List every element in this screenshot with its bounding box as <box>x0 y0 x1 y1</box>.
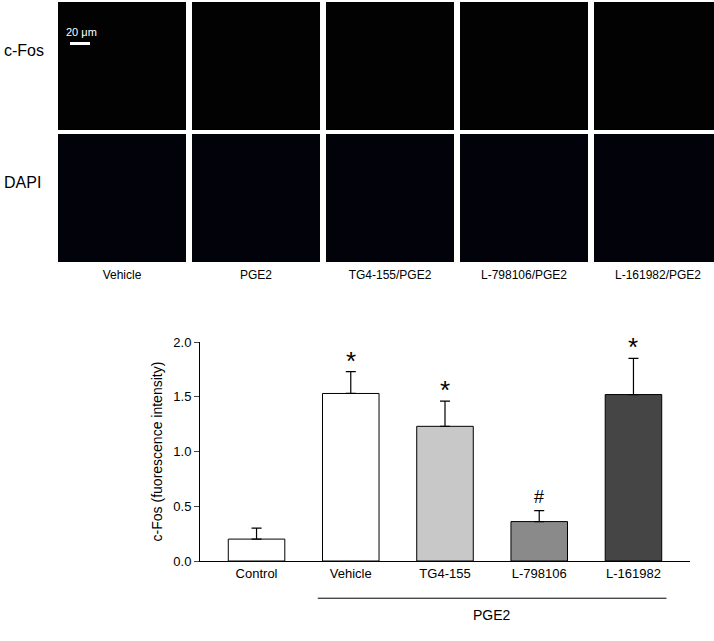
html-text:Vehicle: Vehicle <box>102 268 142 282</box>
svg-text:#: # <box>534 487 544 507</box>
svg-text:*: * <box>440 375 450 405</box>
html-text:TG4-155/PGE2: TG4-155/PGE2 <box>348 268 432 282</box>
svg-text:c-Fos (fuorescence intensity): c-Fos (fuorescence intensity) <box>149 362 165 542</box>
svg-text:Vehicle: Vehicle <box>330 566 372 581</box>
svg-text:0.0: 0.0 <box>173 554 191 569</box>
svg-text:TG4-155: TG4-155 <box>419 566 470 581</box>
html-text:c-Fos: c-Fos <box>4 42 44 59</box>
svg-text:*: * <box>628 332 638 362</box>
svg-text:PGE2: PGE2 <box>473 607 511 623</box>
html-text:20 μm: 20 μm <box>66 26 97 38</box>
html-text:L-798106/PGE2: L-798106/PGE2 <box>481 268 567 282</box>
svg-text:Control: Control <box>236 566 278 581</box>
svg-text:2.0: 2.0 <box>173 335 191 350</box>
svg-text:L-798106: L-798106 <box>512 566 567 581</box>
svg-text:1.5: 1.5 <box>173 389 191 404</box>
svg-text:*: * <box>346 346 356 376</box>
html-text:DAPI: DAPI <box>4 174 42 191</box>
svg-text:1.0: 1.0 <box>173 444 191 459</box>
svg-text:L-161982: L-161982 <box>606 566 661 581</box>
html-text:PGE2: PGE2 <box>240 268 272 282</box>
svg-text:0.5: 0.5 <box>173 499 191 514</box>
html-text:L-161982/PGE2: L-161982/PGE2 <box>615 268 701 282</box>
